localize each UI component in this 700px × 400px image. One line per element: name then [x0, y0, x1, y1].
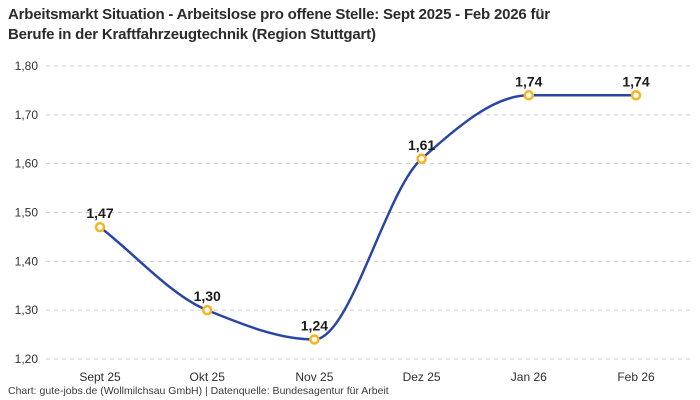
data-point-marker[interactable] [309, 334, 320, 345]
y-axis-tick-label: 1,40 [15, 254, 39, 268]
chart-title-line-2: Berufe in der Kraftfahrzeugtechnik (Regi… [8, 25, 376, 43]
data-point-marker[interactable] [201, 304, 213, 316]
data-point-marker[interactable] [523, 90, 535, 101]
x-axis-tick-label: Nov 25 [295, 370, 333, 384]
x-axis-tick-label: Dez 25 [403, 370, 441, 384]
y-axis-tick-label: 1,60 [15, 157, 39, 171]
x-axis-tick-label: Sept 25 [79, 370, 121, 384]
data-point-marker[interactable] [416, 153, 427, 165]
chart-title-line-1: Arbeitsmarkt Situation - Arbeitslose pro… [8, 6, 550, 23]
attribution-text: Chart: gute-jobs.de (Wollmilchsau GmbH) … [8, 385, 389, 397]
x-axis-tick-label: Jan 26 [511, 370, 547, 384]
data-point-label: 1,24 [301, 317, 328, 333]
data-point-label: 1,74 [515, 73, 542, 89]
y-axis-tick-label: 1,80 [15, 59, 39, 73]
data-point-label: 1,74 [622, 73, 649, 89]
y-axis-tick-label: 1,50 [15, 206, 39, 220]
x-axis-tick-label: Feb 26 [617, 370, 655, 384]
x-axis-tick-label: Okt 25 [190, 370, 226, 384]
data-point-label: 1,30 [194, 288, 221, 304]
data-point-marker[interactable] [630, 90, 642, 101]
y-axis-tick-label: 1,20 [15, 352, 39, 366]
y-axis-tick-label: 1,30 [15, 303, 39, 317]
y-axis-tick-label: 1,70 [15, 108, 39, 122]
chart-title: Arbeitsmarkt Situation - Arbeitslose pro… [8, 5, 550, 44]
data-point-label: 1,61 [408, 137, 435, 153]
series-line [98, 94, 638, 341]
data-point-label: 1,47 [86, 205, 113, 221]
data-point-marker[interactable] [94, 221, 106, 233]
